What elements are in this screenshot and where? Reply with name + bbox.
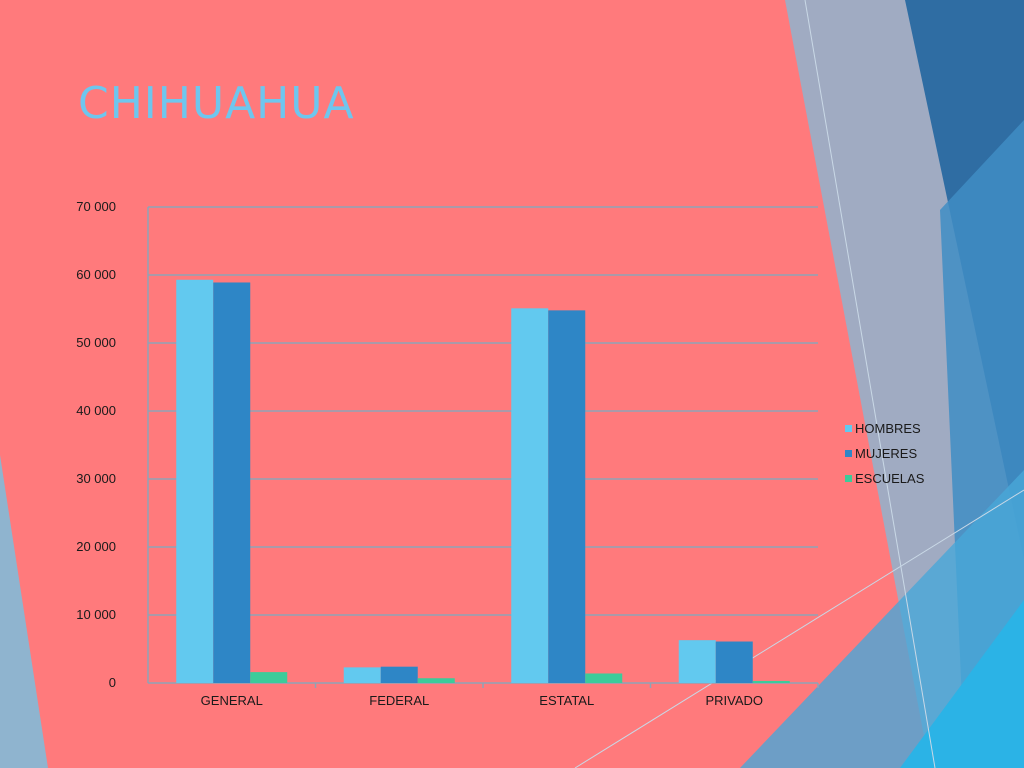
bar-escuelas-general (250, 672, 288, 683)
bar-mujeres-general (213, 282, 251, 683)
bar-escuelas-federal (417, 678, 455, 683)
chart-legend: HOMBRES MUJERES ESCUELAS (845, 421, 925, 486)
y-tick-label: 10 000 (76, 607, 116, 622)
legend-swatch-escuelas (845, 475, 852, 482)
legend-swatch-hombres (845, 425, 852, 432)
slide-title: CHIHUAHUA (78, 78, 355, 129)
chart-bars (176, 279, 790, 683)
bar-hombres-federal (343, 667, 381, 683)
legend-label-escuelas: ESCUELAS (855, 471, 925, 486)
x-axis-category-labels: GENERAL FEDERAL ESTATAL PRIVADO (201, 693, 763, 708)
legend-label-mujeres: MUJERES (855, 446, 917, 461)
bar-mujeres-federal (380, 666, 418, 683)
bar-hombres-general (176, 279, 214, 683)
x-category-label: ESTATAL (539, 693, 594, 708)
bar-mujeres-privado (715, 641, 753, 683)
decor-triangle-bottom-right (740, 470, 1024, 768)
x-category-label: GENERAL (201, 693, 263, 708)
legend-label-hombres: HOMBRES (855, 421, 921, 436)
bar-hombres-privado (678, 640, 716, 683)
decor-triangle-bottom-bright (900, 600, 1024, 768)
decor-line (804, 0, 936, 768)
y-tick-label: 70 000 (76, 199, 116, 214)
y-tick-label: 0 (109, 675, 116, 690)
y-tick-label: 30 000 (76, 471, 116, 486)
y-tick-label: 20 000 (76, 539, 116, 554)
y-axis-tick-labels: 0 10 000 20 000 30 000 40 000 50 000 60 000 70 … (76, 199, 116, 690)
bar-escuelas-privado (752, 680, 790, 683)
decor-line (574, 489, 1024, 768)
x-axis (147, 207, 819, 688)
legend-swatch-mujeres (845, 450, 852, 457)
y-tick-label: 60 000 (76, 267, 116, 282)
bar-mujeres-estatal (548, 310, 586, 683)
bar-hombres-estatal (511, 308, 549, 683)
decor-triangle-left (0, 455, 48, 768)
y-tick-label: 50 000 (76, 335, 116, 350)
y-tick-label: 40 000 (76, 403, 116, 418)
bar-escuelas-estatal (585, 673, 623, 683)
x-category-label: PRIVADO (705, 693, 763, 708)
x-category-label: FEDERAL (369, 693, 429, 708)
